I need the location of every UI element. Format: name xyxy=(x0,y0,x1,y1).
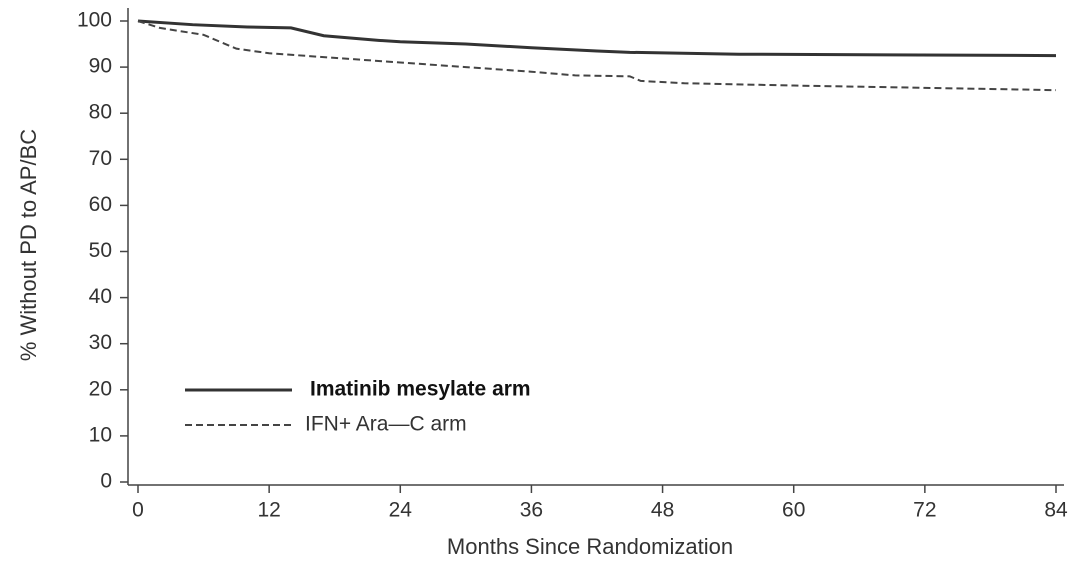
y-tick-label: 70 xyxy=(89,147,112,170)
y-tick-label: 100 xyxy=(77,9,112,32)
y-tick-label: 40 xyxy=(89,285,112,308)
y-tick-label: 80 xyxy=(89,101,112,124)
legend-label: Imatinib mesylate arm xyxy=(310,378,531,401)
y-tick-label: 60 xyxy=(89,193,112,216)
y-tick-label: 90 xyxy=(89,55,112,78)
y-tick-label: 30 xyxy=(89,331,112,354)
x-tick-label: 72 xyxy=(913,499,936,522)
y-tick-label: 10 xyxy=(89,423,112,446)
x-tick-label: 84 xyxy=(1044,499,1068,522)
y-tick-label: 20 xyxy=(89,377,112,400)
y-tick-label: 50 xyxy=(89,239,112,262)
x-tick-label: 0 xyxy=(132,499,144,522)
x-tick-label: 12 xyxy=(257,499,280,522)
x-tick-label: 24 xyxy=(389,499,413,522)
y-tick-label: 0 xyxy=(100,470,112,493)
x-tick-label: 36 xyxy=(520,499,543,522)
legend-label: IFN+ Ara—C arm xyxy=(305,413,467,436)
x-tick-label: 48 xyxy=(651,499,674,522)
series-line xyxy=(137,20,1057,92)
x-axis-label: Months Since Randomization xyxy=(447,534,733,559)
x-tick-label: 60 xyxy=(782,499,805,522)
series-line xyxy=(137,19,1057,58)
y-axis-label: % Without PD to AP/BC xyxy=(16,129,41,361)
